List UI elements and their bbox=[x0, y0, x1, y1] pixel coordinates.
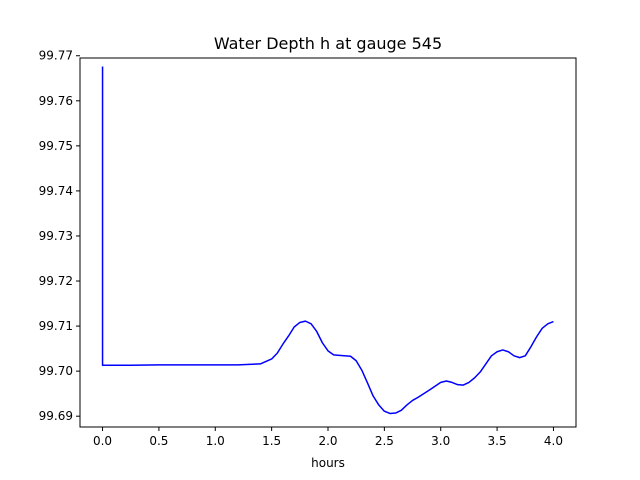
x-tick-label: 4.0 bbox=[544, 434, 563, 448]
x-tick-label: 2.5 bbox=[375, 434, 394, 448]
y-tick-label: 99.73 bbox=[39, 229, 73, 243]
series-line bbox=[101, 66, 554, 415]
x-tick-label: 0.5 bbox=[149, 434, 168, 448]
x-tick-label: 3.0 bbox=[431, 434, 450, 448]
y-tick-label: 99.70 bbox=[39, 364, 73, 378]
x-tick-label: 2.0 bbox=[318, 434, 337, 448]
x-axis-ticks: 0.0 0.5 1.0 1.5 2.0 2.5 3.0 3.5 4.0 bbox=[93, 427, 563, 448]
y-tick-label: 99.77 bbox=[39, 49, 73, 63]
y-tick-label: 99.76 bbox=[39, 94, 73, 108]
y-axis-ticks: 99.69 99.70 99.71 99.72 99.73 99.74 99.75 99.76… bbox=[39, 49, 80, 423]
chart-title: Water Depth h at gauge 545 bbox=[214, 34, 442, 53]
y-tick-label: 99.74 bbox=[39, 184, 73, 198]
x-axis-label: hours bbox=[311, 456, 345, 470]
axes-frame bbox=[79, 57, 577, 428]
x-tick-label: 1.5 bbox=[262, 434, 281, 448]
y-tick-label: 99.69 bbox=[39, 409, 73, 423]
y-tick-label: 99.71 bbox=[39, 319, 73, 333]
y-tick-label: 99.75 bbox=[39, 139, 73, 153]
plot-area bbox=[101, 66, 554, 415]
x-tick-label: 0.0 bbox=[93, 434, 112, 448]
x-tick-label: 3.5 bbox=[488, 434, 507, 448]
y-tick-label: 99.72 bbox=[39, 274, 73, 288]
x-tick-label: 1.0 bbox=[206, 434, 225, 448]
